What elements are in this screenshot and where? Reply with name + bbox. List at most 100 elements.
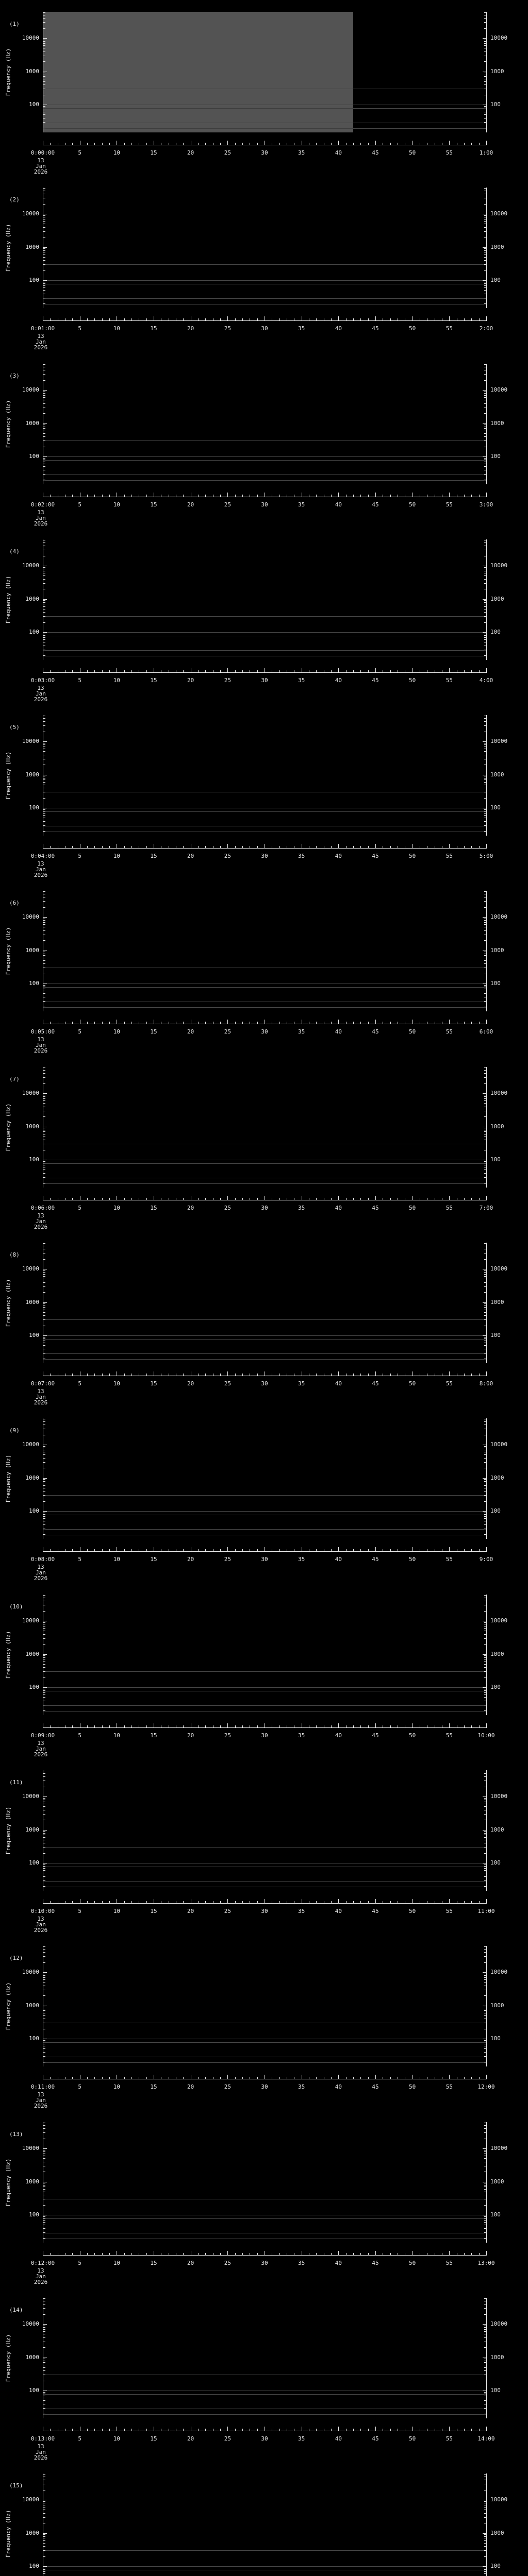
y-axis-tick	[483, 423, 486, 424]
y-axis-tick	[43, 1654, 47, 1655]
y-axis-tick	[484, 1655, 486, 1656]
y-axis-tick	[484, 920, 486, 921]
y-axis-tick	[484, 2216, 486, 2217]
x-axis-tick	[205, 670, 206, 672]
y-axis-tick	[484, 374, 486, 375]
y-axis-tick	[43, 1303, 45, 1304]
x-axis-tick	[50, 1022, 51, 1024]
x-axis-tick-label: 5	[78, 501, 81, 508]
x-axis-tick-label: 50	[409, 2083, 416, 2090]
y-axis-tick	[43, 1806, 45, 1807]
y-axis-tick	[43, 2347, 45, 2348]
x-axis-tick	[331, 495, 332, 497]
y-axis-tick	[43, 920, 45, 921]
x-axis-tick-label: 15	[150, 2083, 157, 2090]
x-axis-tick	[353, 1198, 354, 1200]
y-axis-tick	[43, 1962, 45, 1963]
x-axis-tick	[464, 2253, 465, 2255]
x-axis-tick	[235, 2077, 236, 2079]
x-axis-tick	[102, 143, 103, 145]
y-axis-tick	[43, 1880, 45, 1881]
y-axis-tick	[484, 1837, 486, 1838]
y-axis-tick	[484, 2015, 486, 2016]
x-axis-tick	[338, 141, 339, 145]
y-axis-tick	[484, 1319, 486, 1320]
x-axis-date-line: 13	[37, 157, 44, 164]
y-axis-tick	[484, 264, 486, 265]
x-axis-tick	[227, 1899, 228, 1903]
y-axis-tick	[43, 1977, 45, 1978]
y-axis-tick	[43, 41, 45, 42]
y-axis-tick	[43, 270, 45, 271]
x-axis-tick	[471, 1549, 472, 1551]
y-axis-tick-label-right: 10000	[490, 2496, 508, 2503]
x-axis-tick	[257, 1198, 258, 1200]
y-axis-tick	[43, 721, 45, 722]
frequency-gridline	[43, 1495, 486, 1496]
x-axis-tick-label: 5	[78, 1556, 81, 1563]
y-axis-tick	[43, 122, 45, 123]
x-axis-tick-label: 15	[150, 2435, 157, 2442]
x-axis-tick	[50, 1198, 51, 1200]
x-axis-tick-label: 5	[78, 2083, 81, 2090]
y-axis-tick	[484, 1773, 486, 1774]
y-axis-tick-label-left: 100	[29, 2035, 39, 2042]
x-axis-tick	[242, 846, 243, 848]
y-axis-tick	[43, 1001, 45, 1002]
y-axis-tick	[484, 1776, 486, 1777]
y-axis-tick	[484, 1975, 486, 1976]
x-axis-tick	[102, 495, 103, 497]
y-axis-tick	[484, 1274, 486, 1275]
y-axis-tick-label-left: 100	[29, 453, 39, 460]
x-axis-tick	[353, 2429, 354, 2431]
x-axis-tick-label: 20	[187, 149, 194, 156]
x-axis-tick-label: 40	[335, 2435, 342, 2442]
x-axis-tick	[316, 143, 317, 145]
y-axis-tick	[43, 1655, 45, 1656]
y-axis-tick	[43, 2298, 45, 2299]
x-axis-tick	[368, 1901, 369, 1903]
frequency-gridline	[43, 440, 486, 441]
x-axis-tick	[486, 1020, 487, 1024]
x-axis-tick-label: 50	[409, 1556, 416, 1563]
frequency-gridline	[43, 1687, 486, 1688]
y-axis-tick	[484, 2314, 486, 2315]
x-axis-tick	[87, 846, 88, 848]
y-axis-tick	[43, 260, 45, 261]
x-axis-tick	[412, 141, 413, 145]
panel-index-label: (4)	[9, 548, 20, 555]
y-axis-tick	[484, 1116, 486, 1117]
x-axis-tick-label: 40	[335, 2083, 342, 2090]
y-axis-right	[486, 2298, 487, 2418]
y-axis-tick	[43, 2400, 45, 2401]
y-axis-tick	[484, 718, 486, 719]
x-axis-date-line: Jan	[36, 2273, 46, 2280]
y-axis-tick	[43, 250, 45, 251]
x-axis-start-time: 0:11:00	[30, 2083, 55, 2090]
spectrogram-panel-13: 5 10 15 20 25 30 35 40 45 50 55 0:12:00 13:00 13 Jan 20…	[0, 2110, 528, 2286]
frequency-gridline-shaded	[43, 108, 353, 109]
y-axis-tick	[43, 1690, 45, 1691]
y-axis-tick-label-left: 10000	[22, 386, 39, 393]
x-axis-tick-label: 40	[335, 1205, 342, 1211]
y-axis-tick	[43, 2205, 45, 2206]
y-axis-tick	[43, 1319, 45, 1320]
x-axis-tick	[72, 670, 73, 672]
y-axis-tick	[43, 1067, 45, 1068]
y-axis-tick-label-left: 10000	[22, 2320, 39, 2327]
x-axis-tick	[124, 318, 125, 320]
y-axis-tick	[43, 1282, 45, 1283]
y-axis-tick	[484, 270, 486, 271]
y-axis-right	[486, 1067, 487, 1188]
x-axis-tick-label: 15	[150, 1556, 157, 1563]
x-axis-tick-label: 50	[409, 1028, 416, 1035]
y-axis-tick	[484, 1173, 486, 1174]
x-axis-tick	[146, 1374, 147, 1376]
y-axis-tick-label-right: 100	[490, 980, 501, 987]
y-axis-tick	[484, 12, 486, 13]
y-axis-tick	[43, 2566, 47, 2567]
x-axis-tick	[279, 1198, 280, 1200]
y-axis-tick	[43, 2158, 45, 2159]
x-axis-tick	[316, 495, 317, 497]
y-axis-tick-label-right: 1000	[490, 771, 504, 778]
